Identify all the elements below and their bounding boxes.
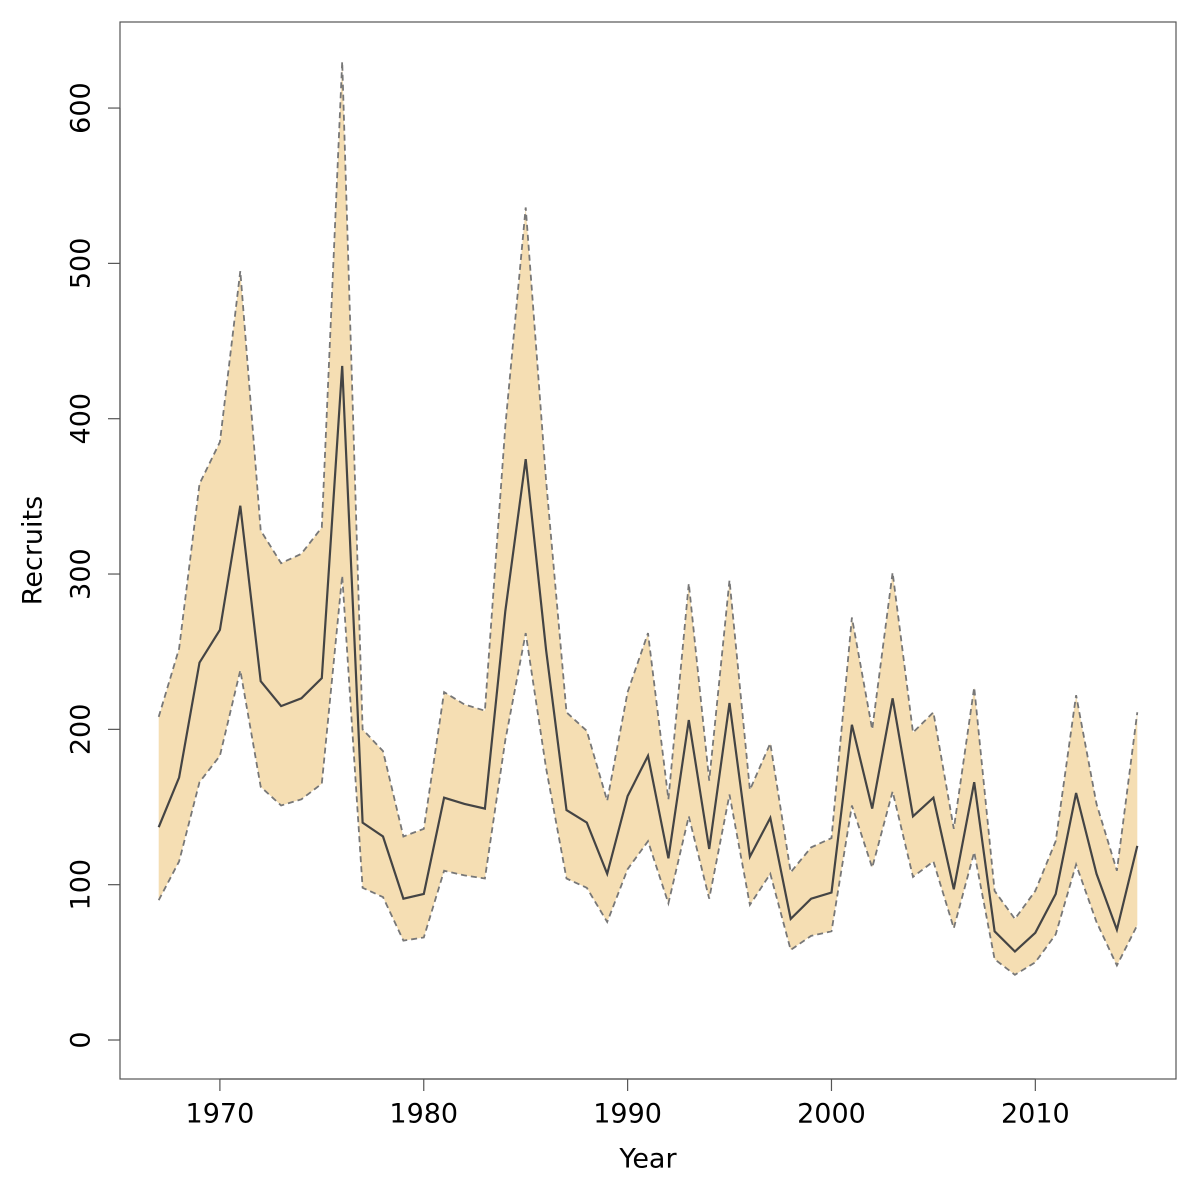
- y-tick-label: 200: [66, 704, 97, 756]
- y-tick-label: 300: [66, 548, 97, 600]
- x-axis-label: Year: [618, 1144, 677, 1175]
- x-tick-label: 1970: [186, 1099, 255, 1130]
- confidence-band: [158, 61, 1138, 975]
- y-tick-label: 100: [66, 859, 97, 911]
- y-axis-label: Recruits: [18, 496, 49, 605]
- y-tick-label: 0: [66, 1031, 97, 1048]
- y-tick-label: 600: [66, 82, 97, 134]
- estimate-line: [157, 365, 1139, 954]
- lower-bound-line: [157, 575, 1139, 976]
- y-tick-label: 500: [66, 238, 97, 290]
- x-tick-label: 2010: [1001, 1099, 1070, 1130]
- x-tick-label: 2000: [797, 1099, 866, 1130]
- y-tick-label: 400: [66, 393, 97, 445]
- x-tick-label: 1980: [389, 1099, 458, 1130]
- upper-bound-line: [157, 61, 1139, 921]
- x-tick-label: 1990: [593, 1099, 662, 1130]
